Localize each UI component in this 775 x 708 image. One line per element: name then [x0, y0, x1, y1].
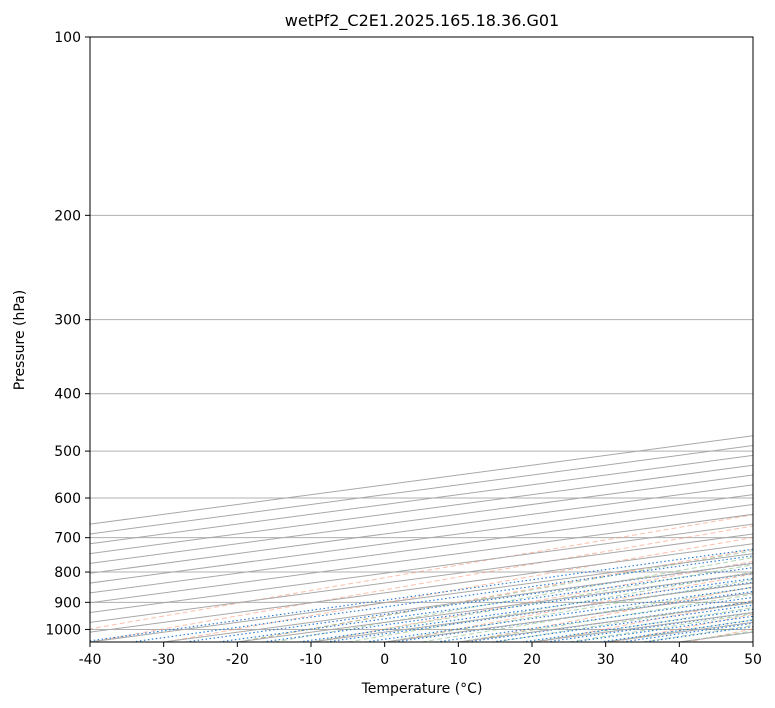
x-tick-label: -30: [152, 652, 175, 668]
isotherm-line: [90, 454, 753, 545]
background-grid: [90, 37, 753, 630]
y-tick-label: 400: [54, 387, 81, 403]
isotherm-line: [90, 523, 753, 614]
y-tick-label: 900: [54, 595, 81, 611]
y-tick-label: 500: [54, 444, 81, 460]
y-tick-label: 200: [54, 208, 81, 224]
isotherm-line: [90, 484, 753, 574]
mixing-ratio-line: [365, 586, 753, 642]
isotherm-line: [90, 503, 753, 594]
x-tick-label: -10: [300, 652, 323, 668]
y-tick-label: 300: [54, 313, 81, 329]
y-tick-label: 700: [54, 531, 81, 547]
moist-adiabat-line: [274, 556, 753, 642]
x-tick-label: -20: [226, 652, 249, 668]
x-tick-label: 0: [380, 652, 389, 668]
mixing-ratio-line: [131, 555, 753, 642]
y-tick-label: 800: [54, 565, 81, 581]
isotherm-line: [90, 464, 753, 555]
x-tick-label: 40: [670, 652, 688, 668]
x-tick-label: 30: [597, 652, 615, 668]
y-axis-ticks: 100 200 300 400 500 600 700 800 900 1000: [45, 30, 90, 638]
mixing-ratio-line: [326, 581, 753, 642]
y-tick-label: 1000: [45, 622, 81, 638]
x-tick-label: 50: [744, 652, 762, 668]
y-axis-label: Pressure (hPa): [12, 290, 28, 390]
y-tick-label: 100: [54, 30, 81, 46]
x-axis-label: Temperature (°C): [361, 681, 483, 697]
isotherm-line: [90, 474, 753, 564]
isotherm-line: [90, 533, 753, 623]
dry-adiabat-line: [90, 525, 753, 642]
skewed-isotherms: [90, 435, 753, 642]
x-tick-label: 20: [523, 652, 541, 668]
isotherm-line: [90, 494, 753, 584]
plot-frame: [89, 36, 754, 643]
isotherm-line: [90, 513, 753, 604]
x-tick-label: 10: [449, 652, 467, 668]
x-axis-ticks: -40 -30 -20 -10 0 10 20 30 40 50: [79, 642, 762, 668]
dry-adiabats: [90, 514, 753, 642]
x-tick-label: -40: [79, 652, 102, 668]
chart-title: wetPf2_C2E1.2025.165.18.36.G01: [285, 11, 559, 31]
mixing-ratio-line: [436, 596, 753, 642]
y-tick-label: 600: [54, 491, 81, 507]
